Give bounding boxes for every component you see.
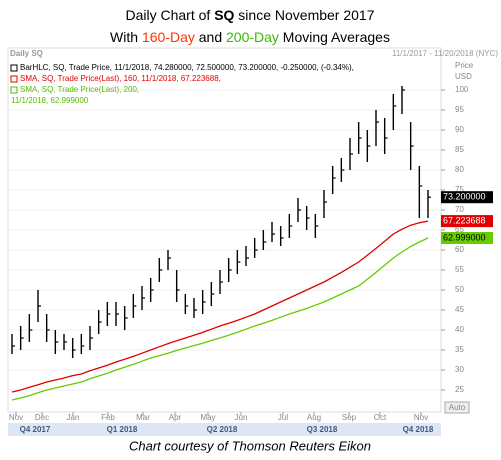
moving-average: [11, 237, 429, 401]
x-tick-label: Dec: [35, 413, 49, 422]
x-tick-label: May: [200, 413, 215, 422]
y-tick-label: 100: [455, 85, 469, 94]
quarter-label: Q4 2018: [403, 425, 434, 434]
axis-label: Price: [455, 61, 474, 70]
legend-entry: 11/1/2018, 62.999000: [11, 96, 89, 105]
y-tick-label: 65: [455, 225, 464, 234]
quarter-label: Q3 2018: [307, 425, 338, 434]
footer: Chart courtesy of Thomson Reuters Eikon: [129, 438, 371, 453]
y-tick-label: 60: [455, 245, 464, 254]
price-tag-label: 67.223688: [443, 215, 486, 225]
y-tick-label: 55: [455, 265, 464, 274]
moving-average: [11, 220, 429, 393]
x-tick-label: Apr: [169, 413, 182, 422]
y-tick-label: 25: [455, 385, 464, 394]
y-tick-label: 75: [455, 185, 464, 194]
x-tick-label: Sep: [342, 413, 357, 422]
subtitle-part: 160-Day: [142, 29, 195, 45]
x-tick-label: Mar: [136, 413, 150, 422]
y-tick-label: 40: [455, 325, 464, 334]
axis-label: USD: [455, 72, 472, 81]
panel-name: Daily SQ: [10, 49, 43, 58]
legend-swatch: [10, 75, 18, 83]
price-tag-label: 73.200000: [443, 192, 486, 202]
subtitle-part: 200-Day: [226, 29, 279, 45]
subtitle-part: Moving Averages: [279, 29, 390, 45]
auto-label[interactable]: Auto: [449, 403, 466, 412]
subtitle-part: With: [110, 29, 142, 45]
y-tick-label: 45: [455, 305, 464, 314]
y-tick-label: 80: [455, 165, 464, 174]
quarter-label: Q2 2018: [207, 425, 238, 434]
date-range: 11/1/2017 - 11/20/2018 (NYC): [392, 49, 498, 58]
legend-swatch: [10, 86, 18, 94]
quarter-label: Q1 2018: [107, 425, 138, 434]
y-tick-label: 95: [455, 105, 464, 114]
title-part: since November 2017: [234, 7, 374, 23]
chart-title: Daily Chart of SQ since November 2017: [125, 7, 374, 23]
quarter-band: [8, 423, 441, 436]
price-tag: [441, 232, 493, 245]
quarter-label: Q4 2017: [20, 425, 51, 434]
y-tick-label: 35: [455, 345, 464, 354]
legend-entry: SMA, SQ, Trade Price(Last), 200,: [20, 85, 139, 94]
x-tick-label: Nov: [414, 413, 428, 422]
x-tick-label: Feb: [101, 413, 115, 422]
x-tick-label: Jan: [67, 413, 80, 422]
legend-entry: BarHLC, SQ, Trade Price, 11/1/2018, 74.2…: [20, 63, 354, 72]
subtitle-part: and: [195, 29, 226, 45]
title-part: Daily Chart of: [125, 7, 214, 23]
x-tick-label: Jul: [278, 413, 288, 422]
price-tag: [441, 215, 493, 228]
legend-swatch: [10, 64, 18, 72]
x-tick-label: Nov: [9, 413, 23, 422]
auto-button[interactable]: [444, 401, 470, 414]
y-tick-label: 30: [455, 365, 464, 374]
x-tick-label: Jun: [235, 413, 248, 422]
legend-entry: SMA, SQ, Trade Price(Last), 160, 11/1/20…: [20, 74, 221, 83]
price-tag: [441, 191, 493, 204]
y-tick-label: 50: [455, 285, 464, 294]
chart-subtitle: With 160-Day and 200-Day Moving Averages: [110, 29, 390, 45]
title-part: SQ: [214, 7, 234, 23]
x-tick-label: Aug: [307, 413, 321, 422]
y-tick-label: 90: [455, 125, 464, 134]
price-tag-label: 62.999000: [443, 232, 486, 242]
y-tick-label: 70: [455, 205, 464, 214]
y-tick-label: 85: [455, 145, 464, 154]
x-tick-label: Oct: [374, 413, 387, 422]
